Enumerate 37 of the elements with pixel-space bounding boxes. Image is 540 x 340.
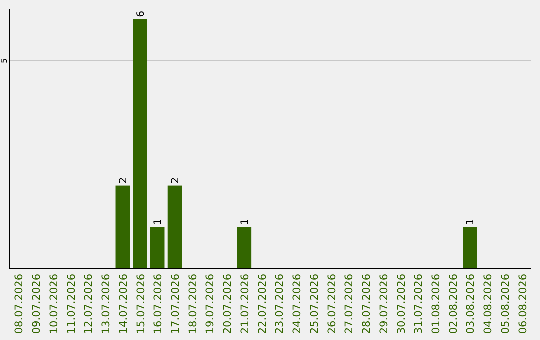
x-tick-label: 11.07.2026 [66, 274, 78, 334]
x-tick-label: 22.07.2026 [256, 274, 269, 334]
x-tick-label: 21.07.2026 [239, 274, 252, 334]
x-tick-label: 13.07.2026 [100, 274, 113, 334]
x-tick-label: 09.07.2026 [31, 274, 44, 334]
x-tick-label: 30.07.2026 [396, 274, 408, 334]
x-tick-label: 08.07.2026 [14, 274, 26, 334]
x-tick-label: 19.07.2026 [204, 274, 217, 334]
x-tick-label: 14.07.2026 [118, 274, 130, 334]
x-tick-label: 15.07.2026 [135, 274, 148, 334]
x-tick-label: 01.08.2026 [430, 274, 442, 334]
x-tick-label: 31.07.2026 [413, 274, 426, 334]
x-tick-label: 28.07.2026 [361, 274, 374, 334]
x-tick-label: 10.07.2026 [48, 274, 60, 334]
x-tick-label: 04.08.2026 [482, 274, 495, 334]
x-tick-label: 06.08.2026 [517, 274, 530, 334]
x-tick-label: 23.07.2026 [274, 274, 286, 334]
x-tick-label: 20.07.2026 [222, 274, 234, 334]
x-tick-label: 05.08.2026 [500, 274, 512, 334]
x-tick-label: 12.07.2026 [83, 274, 96, 334]
data-label: 2 [170, 177, 182, 184]
data-label: 1 [466, 219, 477, 226]
x-tick-label: 18.07.2026 [187, 274, 200, 334]
data-label: 1 [153, 219, 164, 226]
x-tick-label: 26.07.2026 [326, 274, 338, 334]
x-tick-label: 25.07.2026 [308, 274, 321, 334]
x-tick-label: 24.07.2026 [292, 274, 304, 334]
x-tick-label: 17.07.2026 [170, 274, 182, 334]
x-tick-label: 16.07.2026 [152, 274, 165, 334]
data-label: 1 [240, 219, 251, 226]
data-label: 2 [118, 177, 130, 184]
y-tick-label: 5 [0, 58, 9, 64]
x-tick-label: 03.08.2026 [465, 274, 478, 334]
data-label: 6 [136, 11, 147, 18]
x-tick-label: 29.07.2026 [378, 274, 390, 334]
x-tick-label: 02.08.2026 [448, 274, 460, 334]
x-tick-label: 27.07.2026 [344, 274, 356, 334]
